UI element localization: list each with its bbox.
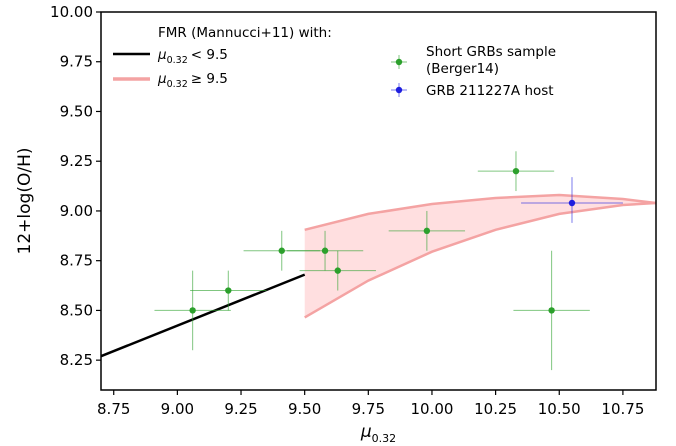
- x-tick-label-2: 9.25: [224, 400, 257, 418]
- y-tick-label-1: 8.50: [60, 301, 93, 319]
- x-tick-label-4: 9.75: [352, 400, 385, 418]
- short-grb-point-1: [225, 287, 232, 294]
- short-grb-point-0: [189, 307, 196, 314]
- legend-fmr: FMR (Mannucci+11) with: μ0.32 < 9.5 μ0.32…: [113, 25, 332, 90]
- short-grb-point-6: [512, 167, 520, 175]
- legend-short-grbs-label-line2: (Berger14): [426, 61, 499, 77]
- y-tick-label-6: 9.75: [60, 53, 93, 71]
- short-grb-point-2: [278, 247, 285, 254]
- fmr-high-band-lower-edge: [304, 201, 657, 319]
- x-tick-label-0: 8.75: [97, 400, 130, 418]
- tick-layer: 8.75 9.00 9.25 9.50 9.75 10.00 10.25 10.50 10.75…: [50, 3, 644, 418]
- y-tick-label-0: 8.25: [60, 351, 93, 369]
- y-tick-label-7: 10.00: [50, 3, 93, 21]
- y-tick-label-4: 9.25: [60, 152, 93, 170]
- legend-fmr-low-label: μ0.32 < 9.5: [157, 47, 228, 66]
- legend-fmr-high-label: μ0.32 ≥ 9.5: [157, 71, 228, 90]
- short-grb-point-5: [423, 227, 431, 235]
- x-tick-label-1: 9.00: [161, 400, 194, 418]
- legend-short-grbs-dot: [395, 58, 403, 66]
- legend-fmr-title: FMR (Mannucci+11) with:: [158, 25, 332, 41]
- grb-host-point-0: [568, 199, 576, 207]
- short-grb-point-3: [321, 247, 329, 254]
- fmr-high-band-fill: [304, 195, 656, 318]
- x-tick-label-6: 10.25: [474, 400, 517, 418]
- legend-short-grbs-marker: [391, 55, 407, 69]
- legend-short-grbs-label: Short GRBs sample: [426, 44, 556, 60]
- fmr-low-line-layer: [100, 273, 306, 358]
- fmr-high-band-upper-edge: [304, 193, 657, 232]
- x-axis-label: μ0.32: [360, 422, 396, 445]
- x-tick-label-8: 10.75: [601, 400, 644, 418]
- legend-grb-host-marker: [391, 83, 407, 97]
- fmr-high-band-layer: [304, 193, 657, 319]
- legend-grb-host-dot: [395, 86, 403, 94]
- y-axis-label: 12+log(O/H): [15, 148, 35, 255]
- y-tick-label-2: 8.75: [60, 252, 93, 270]
- y-tick-label-3: 9.00: [60, 202, 93, 220]
- x-tick-label-5: 10.00: [410, 400, 453, 418]
- x-tick-label-3: 9.50: [288, 400, 321, 418]
- fmr-low-line: [100, 273, 306, 358]
- legend-grb-host-label: GRB 211227A host: [426, 83, 554, 99]
- legend-samples: Short GRBs sample (Berger14) GRB 211227A…: [391, 44, 556, 99]
- short-grb-point-7: [548, 307, 555, 314]
- plot-frame: [100, 11, 657, 391]
- x-tick-label-7: 10.50: [538, 400, 581, 418]
- short-grb-point-4: [334, 267, 341, 274]
- point-layer: [189, 167, 576, 314]
- y-tick-label-5: 9.50: [60, 102, 93, 120]
